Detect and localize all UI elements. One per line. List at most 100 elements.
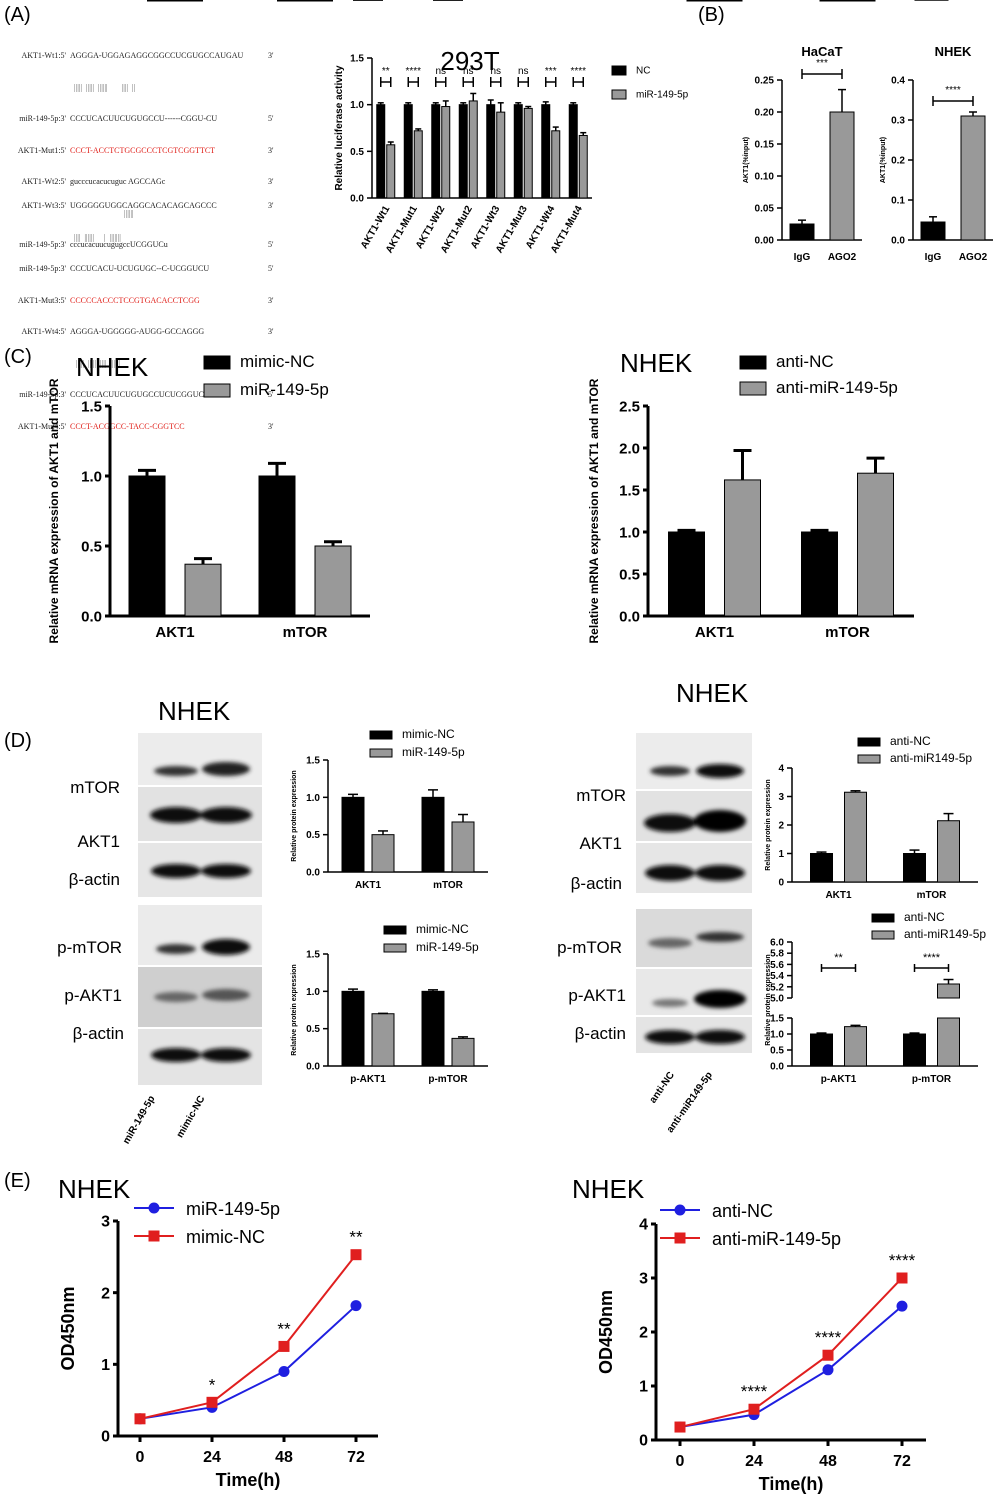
legend-label: miR-149-5p: [186, 1199, 280, 1219]
y-tick-label: 2: [101, 1285, 110, 1302]
legend-label: mimic-NC: [416, 922, 469, 936]
y-axis-label: Relative protein expression: [291, 770, 298, 861]
seq-text: CCCUCACU-UCUGUGC--C-UCGGUCU: [70, 264, 210, 273]
seq-row: AKT1-Wt2:5' gucccucacucuguc AGCCAGc 3': [0, 177, 280, 188]
y-tick-label: 2: [778, 821, 784, 832]
bar: [468, 100, 478, 199]
blot-band: [694, 990, 746, 1008]
blot-band: [156, 944, 196, 954]
seq-pairing-marks: ||||| ||||| |||||| |||| ||: [70, 82, 136, 92]
y-tick-label: 1.5: [619, 482, 640, 499]
bar: [371, 834, 395, 873]
legend-swatch: [369, 748, 393, 758]
blot-label: β-actin: [574, 1024, 626, 1043]
x-tick-label: 0: [136, 1449, 145, 1466]
y-tick-label: 2.0: [619, 440, 640, 457]
data-point: [350, 1249, 362, 1261]
chart-title: 293T: [440, 46, 499, 76]
chart-title: NHEK: [620, 348, 693, 378]
data-point: [350, 1300, 362, 1312]
y-tick-label: 6.0: [770, 938, 784, 949]
blot-title-right: NHEK: [676, 678, 749, 708]
bar: [314, 545, 352, 617]
y-tick-label: 0.10: [755, 172, 775, 183]
seq-row: AKT1-Wt4:5' AGGGA-UGGGGG-AUGG-GCCAGGG 3': [0, 327, 280, 338]
bar: [920, 221, 946, 241]
blot-band: [694, 810, 746, 832]
blot-band: [150, 807, 202, 823]
panel-label-e: (E): [4, 1170, 31, 1192]
legend-label: anti-miR149-5p: [904, 927, 986, 941]
blot-band: [201, 864, 251, 878]
blot-band: [202, 989, 250, 1001]
seq-row: miR-149-5p:3' CCCUCACUUCUGUGCCUCUCGGUCU 5': [0, 390, 280, 401]
blot-label: p-AKT1: [568, 986, 626, 1005]
seq-text: AGGGA-UGGGGG-AUGG-GCCAGGG: [70, 327, 205, 336]
blot-label: mTOR: [70, 778, 120, 797]
seq-name: miR-149-5p:3': [19, 264, 66, 273]
significance-label: ****: [741, 1382, 768, 1401]
significance-label: *: [209, 1375, 216, 1394]
legend-swatch: [203, 383, 231, 398]
x-tick-label: 0: [676, 1453, 685, 1470]
significance-label: *: [446, 0, 451, 3]
y-tick-label: 1.0: [81, 468, 102, 485]
chart-title: NHEK: [58, 1174, 131, 1204]
blot-label: β-actin: [68, 870, 120, 889]
seq-text: UGGGGGUGGCAGGCACACAGCAGCCC: [70, 201, 217, 210]
seq-end: 3': [268, 145, 274, 155]
seq-pairing-marks: ||||| ||||| |||| ||||||: [70, 358, 121, 368]
y-tick-label: 1.5: [770, 1014, 784, 1025]
seq-text: CCCUCACUUCUGUGCCUCUCGGUCU: [70, 390, 210, 399]
x-tick-label: mTOR: [283, 624, 328, 641]
seq-row: miR-149-5p:3' CCCUCACU-UCUGUGC--C-UCGGUCU…: [0, 264, 280, 275]
y-tick-label: 0.05: [755, 204, 775, 215]
blot-label: β-actin: [72, 1024, 124, 1043]
legend-label: anti-NC: [776, 352, 834, 371]
seq-text: CCCCCACCCTCCGTGACACCTCGG: [70, 295, 200, 305]
bar: [403, 104, 413, 199]
y-tick-label: 0.0: [891, 236, 905, 247]
x-tick-label: 48: [819, 1453, 837, 1470]
bar: [486, 104, 496, 199]
y-tick-label: 0.00: [755, 236, 775, 247]
data-point: [278, 1340, 290, 1352]
seq-name: miR-149-5p:3': [19, 390, 66, 399]
legend-label: NC: [636, 66, 650, 77]
western-blot-left: [138, 733, 262, 1085]
bar: [431, 104, 441, 199]
x-tick-label: 24: [203, 1449, 221, 1466]
x-tick-label: AGO2: [828, 252, 857, 263]
significance-label: **: [364, 0, 373, 3]
bar: [857, 472, 894, 617]
seq-row: AKT1-Mut4:5' CCCT-ACGGCC-TACC-CGGTCC 3': [0, 422, 280, 433]
y-axis-label: Relative protein expression: [291, 964, 298, 1055]
significance-label: ****: [570, 66, 586, 77]
y-tick-label: 0.1: [891, 196, 905, 207]
y-axis-label: Relative mRNA expression of AKT1 and mTO…: [587, 378, 601, 643]
seq-end: 3': [268, 327, 274, 336]
legend-swatch: [871, 930, 895, 940]
y-tick-label: 0: [639, 1433, 648, 1450]
legend-marker: [148, 1230, 160, 1242]
seq-name: AKT1-Mut4:5': [17, 421, 66, 431]
y-tick-label: 1.5: [350, 54, 364, 65]
seq-end: 3': [268, 295, 274, 305]
bar: [568, 104, 578, 199]
legend-label: mimic-NC: [186, 1227, 265, 1247]
bar: [451, 1037, 475, 1067]
bar: [496, 111, 506, 199]
significance-label: ns: [518, 66, 529, 77]
y-tick-label: 2.5: [619, 398, 640, 415]
y-tick-label: 0.15: [755, 140, 775, 151]
x-tick-label: p-AKT1: [821, 1074, 857, 1085]
x-tick-label: AKT1: [695, 624, 734, 641]
seq-row: miR-149-5p:3' CCCUCACUUCUGUGCCU------CGGU…: [0, 114, 280, 125]
blot-label: p-AKT1: [64, 986, 122, 1005]
data-point: [674, 1421, 686, 1433]
legend-swatch: [611, 65, 627, 76]
y-tick-label: 0.5: [306, 1024, 320, 1035]
significance-label: ***: [362, 0, 376, 3]
significance-label: ns: [490, 66, 501, 77]
significance-label: **: [382, 66, 390, 77]
